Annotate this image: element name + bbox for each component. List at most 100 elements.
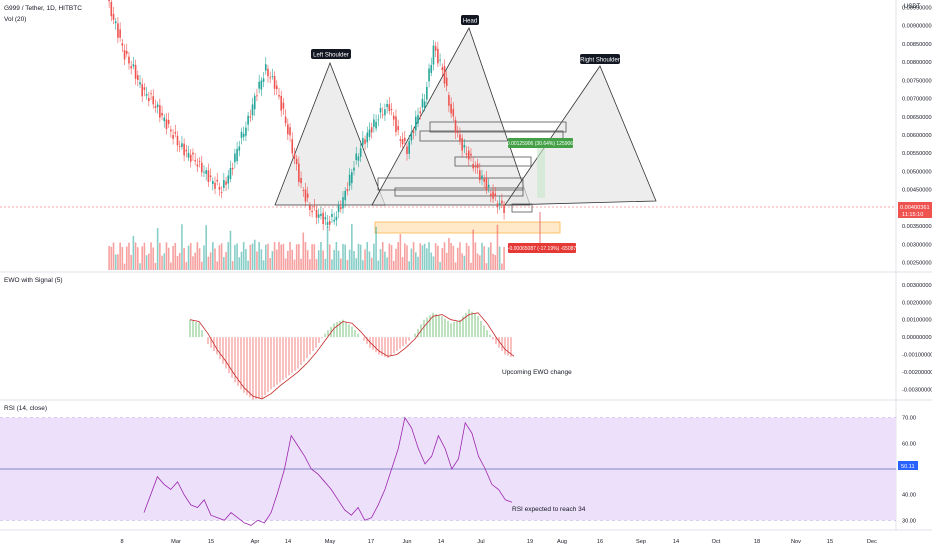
volume-bar xyxy=(150,242,152,270)
zone-box-6 xyxy=(511,203,533,213)
volume-bar xyxy=(315,259,318,270)
volume-bar xyxy=(227,242,230,270)
candle-body xyxy=(397,126,399,131)
candle-body xyxy=(377,119,380,121)
volume-bar xyxy=(258,242,260,270)
candle-body xyxy=(483,178,486,182)
candle-body xyxy=(212,180,214,184)
candle-body xyxy=(368,129,371,137)
price-tick-label: 0.00450000 xyxy=(902,188,932,194)
candle-body xyxy=(163,117,166,122)
time-tick-label: Jun xyxy=(402,539,411,545)
volume-bar xyxy=(185,262,188,270)
candle-body xyxy=(459,134,461,141)
volume-bar xyxy=(487,247,490,270)
ewo-tick-label: -0.00300000 xyxy=(902,387,932,393)
volume-bar xyxy=(357,243,360,270)
volume-bar xyxy=(472,229,474,270)
volume-bar xyxy=(253,239,256,270)
volume-bar xyxy=(419,243,422,270)
candle-body xyxy=(476,163,479,169)
price-tick-label: 0.00250000 xyxy=(902,261,932,267)
volume-bar xyxy=(428,242,430,270)
volume-bar xyxy=(465,242,468,270)
volume-bar xyxy=(178,252,181,270)
volume-bar xyxy=(364,249,366,270)
volume-bar xyxy=(483,246,486,270)
volume-bar xyxy=(287,250,289,270)
candle-body xyxy=(317,214,320,218)
symbol-title: G999 / Tether, 1D, HITBTC xyxy=(4,5,82,12)
candle-body xyxy=(434,46,437,51)
candle-body xyxy=(227,175,230,184)
volume-bar xyxy=(123,263,126,270)
candle-body xyxy=(280,95,283,111)
volume-bar xyxy=(456,247,459,270)
candle-body xyxy=(125,50,128,54)
candle-body xyxy=(328,221,331,225)
price-badge-countdown: 11:15:10 xyxy=(902,212,923,218)
volume-bar xyxy=(333,249,335,270)
candle-body xyxy=(490,193,492,196)
volume-bar xyxy=(337,250,340,270)
volume-bar xyxy=(289,242,291,270)
candle-body xyxy=(335,216,338,221)
volume-bar xyxy=(198,248,201,270)
time-tick-label: 14 xyxy=(285,539,291,545)
volume-bar xyxy=(370,257,373,270)
candle-body xyxy=(306,193,309,198)
volume-bar xyxy=(280,244,283,270)
volume-bar xyxy=(441,248,444,270)
candle-body xyxy=(470,153,472,156)
volume-bar xyxy=(375,226,377,270)
volume-bar xyxy=(324,258,327,270)
time-tick-label: 14 xyxy=(438,539,444,545)
candle-body xyxy=(196,164,199,167)
volume-bar xyxy=(293,259,296,270)
volume-bar xyxy=(242,242,245,270)
volume-bar xyxy=(269,258,271,270)
candle-body xyxy=(399,139,402,141)
volume-bar xyxy=(130,254,132,270)
candle-body xyxy=(351,172,353,184)
candle-body xyxy=(198,160,201,162)
candle-body xyxy=(375,121,377,129)
volume-bar xyxy=(165,242,168,270)
candle-body xyxy=(256,95,258,97)
volume-bar xyxy=(125,246,128,270)
candle-body xyxy=(128,56,130,64)
volume-bar xyxy=(161,255,163,270)
candle-body xyxy=(267,68,269,77)
candle-body xyxy=(189,154,192,162)
volume-bar xyxy=(132,235,135,270)
candles xyxy=(108,0,505,231)
candle-body xyxy=(311,210,313,213)
candle-body xyxy=(150,93,152,95)
candle-body xyxy=(200,162,203,173)
candle-body xyxy=(366,132,369,143)
volume-bar xyxy=(218,245,221,270)
volume-bar xyxy=(223,256,225,270)
volume-bar xyxy=(271,251,274,270)
volume-bar xyxy=(154,262,157,270)
candle-body xyxy=(110,2,113,17)
candle-body xyxy=(415,116,417,131)
candle-body xyxy=(275,85,278,90)
rsi-pane xyxy=(0,416,896,526)
volume-bar xyxy=(291,249,294,270)
volume-bar xyxy=(238,257,241,270)
volume-bar xyxy=(278,241,280,270)
price-tick-label: 0.00600000 xyxy=(902,133,932,139)
volume-bar xyxy=(342,243,344,270)
rsi-badge-bg xyxy=(898,461,918,470)
candle-body xyxy=(238,146,241,151)
candle-body xyxy=(492,191,494,199)
volume-bar xyxy=(152,247,155,270)
candle-body xyxy=(260,80,263,90)
time-tick-label: 15 xyxy=(208,539,214,545)
candle-body xyxy=(145,94,148,96)
candle-body xyxy=(123,50,126,60)
volume-bar xyxy=(490,242,492,270)
volume-bar xyxy=(384,251,386,270)
